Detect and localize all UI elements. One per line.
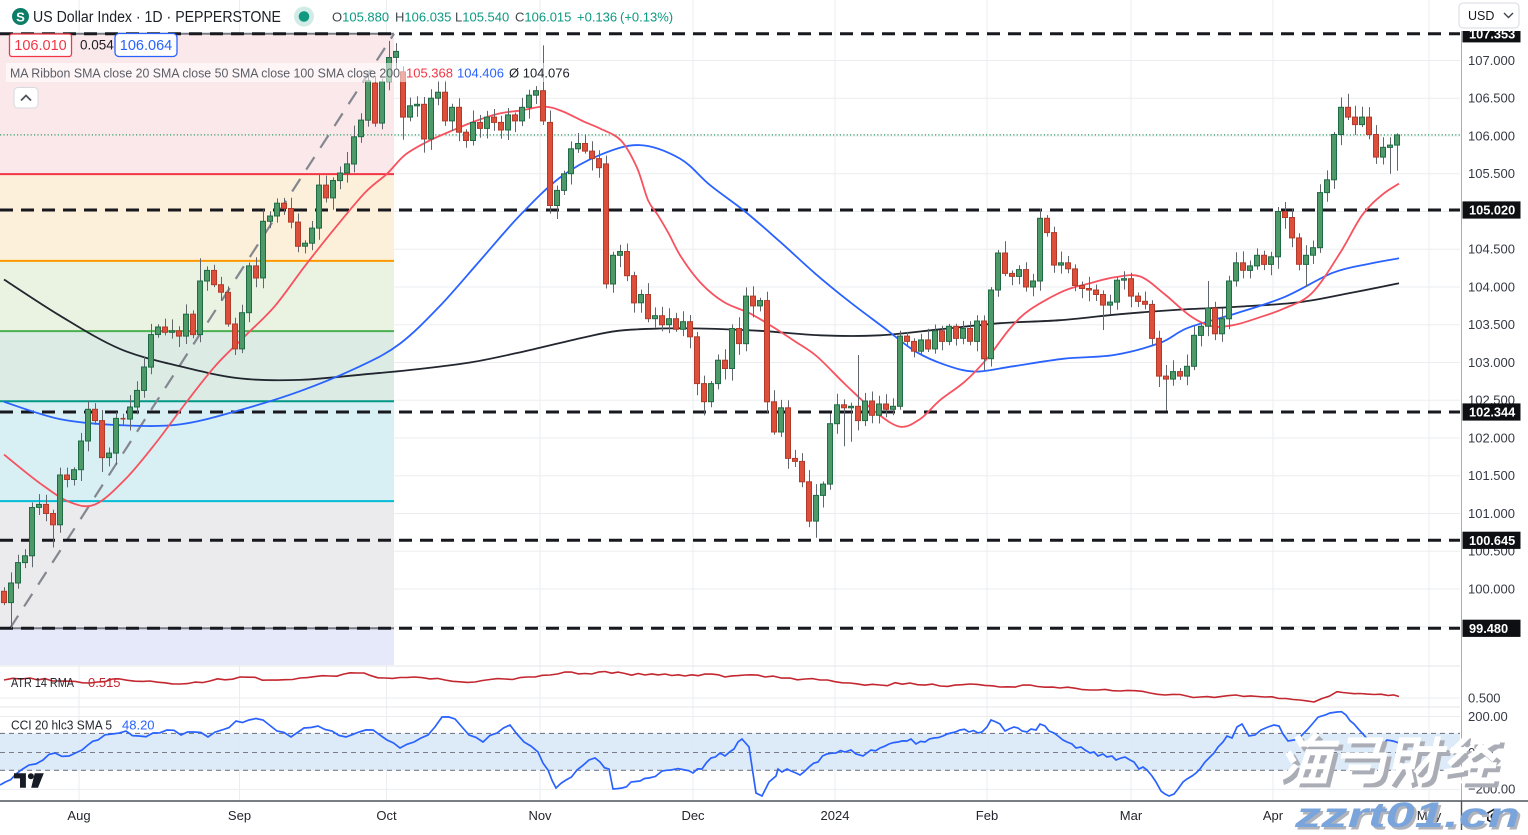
- svg-text:zzrt01.cn: zzrt01.cn: [1293, 796, 1520, 830]
- svg-text:99.480: 99.480: [1469, 621, 1508, 636]
- svg-text:Aug: Aug: [67, 808, 90, 823]
- svg-text:106.010: 106.010: [14, 38, 66, 54]
- svg-text:104.500: 104.500: [1468, 242, 1515, 257]
- svg-text:101.500: 101.500: [1468, 468, 1515, 483]
- svg-text:Sep: Sep: [228, 808, 251, 823]
- svg-text:US Dollar Index · 1D · PEPPERS: US Dollar Index · 1D · PEPPERSTONE: [33, 9, 281, 26]
- svg-text:Mar: Mar: [1120, 808, 1143, 823]
- svg-text:104.406: 104.406: [457, 66, 504, 81]
- svg-text:0.500: 0.500: [1468, 690, 1501, 705]
- svg-text:107.000: 107.000: [1468, 53, 1515, 68]
- svg-text:MA Ribbon SMA close 20 SMA clo: MA Ribbon SMA close 20 SMA close 50 SMA …: [10, 66, 400, 81]
- svg-text:105.368: 105.368: [406, 66, 453, 81]
- svg-text:104.000: 104.000: [1468, 279, 1515, 294]
- svg-text:100.000: 100.000: [1468, 581, 1515, 596]
- svg-text:103.000: 103.000: [1468, 355, 1515, 370]
- svg-text:102.000: 102.000: [1468, 430, 1515, 445]
- svg-text:Apr: Apr: [1263, 808, 1284, 823]
- svg-text:Dec: Dec: [681, 808, 705, 823]
- svg-text:200.00: 200.00: [1468, 709, 1508, 724]
- svg-text:S: S: [16, 9, 25, 24]
- svg-text:105.020: 105.020: [1469, 203, 1515, 218]
- svg-text:Nov: Nov: [528, 808, 552, 823]
- svg-text:Ø 104.076: Ø 104.076: [509, 66, 570, 81]
- svg-text:48.20: 48.20: [122, 718, 155, 733]
- svg-text:103.500: 103.500: [1468, 317, 1515, 332]
- svg-text:CCI 20 hlc3 SMA 5: CCI 20 hlc3 SMA 5: [11, 718, 112, 733]
- svg-text:Feb: Feb: [976, 808, 998, 823]
- svg-text:106.500: 106.500: [1468, 91, 1515, 106]
- svg-text:102.344: 102.344: [1469, 405, 1516, 420]
- svg-text:106.064: 106.064: [120, 38, 172, 54]
- svg-text:106.000: 106.000: [1468, 128, 1515, 143]
- svg-text:zzrt01.cn: zzrt01.cn: [1296, 799, 1523, 831]
- svg-text:2024: 2024: [821, 808, 850, 823]
- svg-text:100.645: 100.645: [1469, 533, 1515, 548]
- svg-text:ATR 14 RMA: ATR 14 RMA: [11, 675, 74, 690]
- svg-text:105.500: 105.500: [1468, 166, 1515, 181]
- svg-text:0.515: 0.515: [88, 675, 121, 690]
- svg-text:Oct: Oct: [376, 808, 397, 823]
- svg-text:USD: USD: [1468, 9, 1494, 23]
- svg-text:101.000: 101.000: [1468, 506, 1515, 521]
- svg-text:0.054: 0.054: [80, 38, 114, 53]
- svg-text:May: May: [1417, 808, 1442, 823]
